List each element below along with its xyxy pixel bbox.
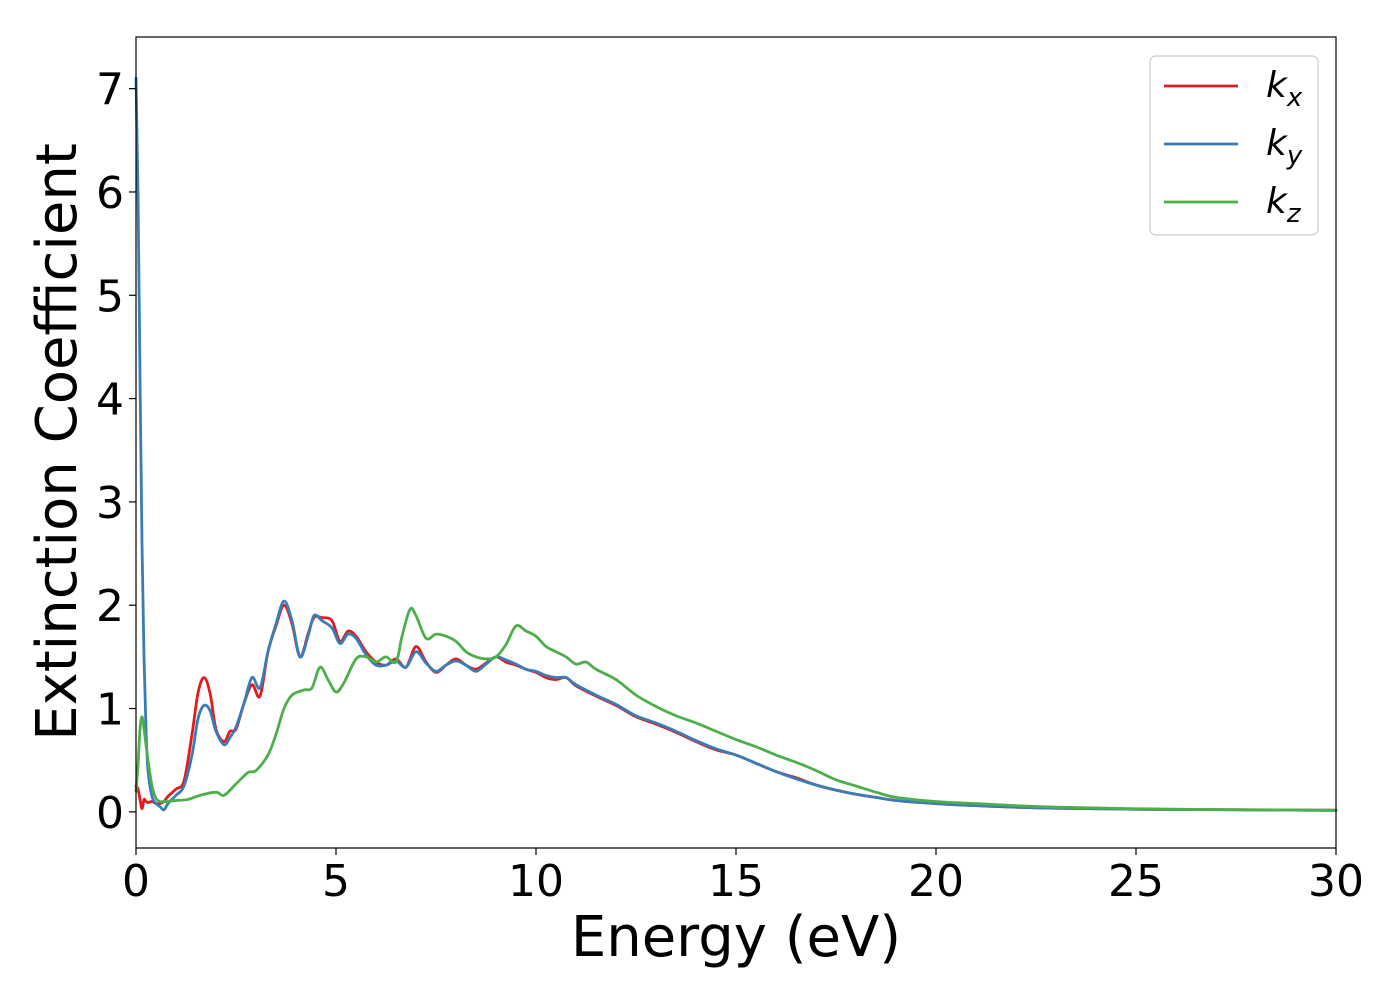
legend-label-kz: kz <box>1266 181 1302 229</box>
x-tick-label: 30 <box>1308 856 1364 907</box>
y-tick-label: 4 <box>96 375 124 426</box>
legend-box <box>1149 55 1319 236</box>
y-axis-title: Extinction Coefficient <box>25 143 90 741</box>
y-tick-label: 2 <box>96 581 124 632</box>
y-tick-label: 3 <box>96 478 124 529</box>
x-tick-label: 25 <box>1108 856 1164 907</box>
x-tick-label: 10 <box>508 856 564 907</box>
y-tick-label: 6 <box>96 168 124 219</box>
x-tick-label: 20 <box>908 856 964 907</box>
legend-label-ky: ky <box>1266 123 1303 171</box>
x-tick-label: 0 <box>122 856 150 907</box>
y-tick-label: 1 <box>96 685 124 736</box>
legend-label-kx: kx <box>1266 65 1303 113</box>
y-tick-label: 7 <box>96 65 124 116</box>
x-axis: 0 5 10 15 20 25 30 <box>122 848 1364 907</box>
y-tick-label: 5 <box>96 271 124 322</box>
x-tick-label: 15 <box>708 856 764 907</box>
series-line-kz <box>134 606 1338 812</box>
x-tick-label: 5 <box>322 856 350 907</box>
y-axis: 0 1 2 3 4 5 6 7 <box>96 65 136 839</box>
legend: kx ky kz <box>1149 55 1319 236</box>
x-axis-title: Energy (eV) <box>571 905 901 970</box>
y-tick-label: 0 <box>96 788 124 839</box>
series-layer <box>134 76 1338 812</box>
